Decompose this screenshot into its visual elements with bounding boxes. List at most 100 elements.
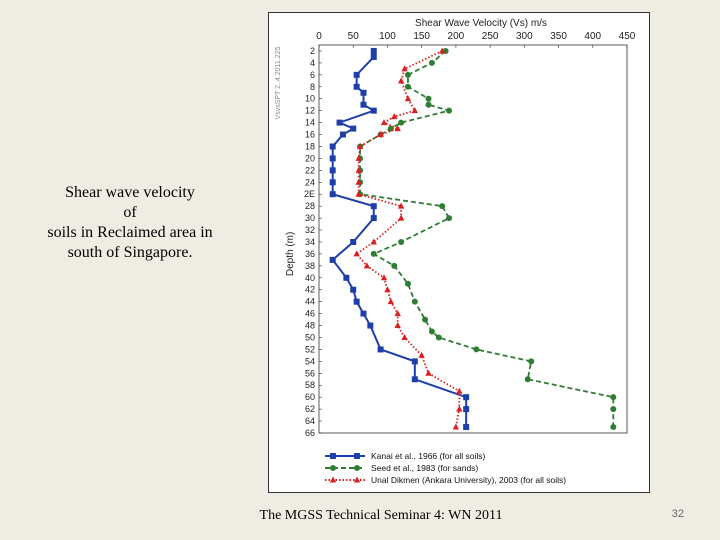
footer-text: The MGSS Technical Seminar 4: WN 2011 bbox=[259, 508, 503, 523]
chart-watermark: VsvsSPT 2..4.2011.225 bbox=[275, 46, 282, 119]
data-point-circle bbox=[428, 328, 435, 335]
data-point-circle bbox=[435, 334, 442, 341]
data-point-triangle bbox=[397, 77, 405, 84]
data-point-square bbox=[353, 298, 360, 305]
data-point-triangle bbox=[439, 47, 446, 54]
data-point-square bbox=[350, 286, 357, 293]
data-point-triangle bbox=[418, 351, 425, 358]
x-tick-label: 300 bbox=[516, 31, 533, 42]
data-point-circle bbox=[425, 95, 432, 102]
data-point-triangle bbox=[456, 387, 463, 394]
data-point-triangle bbox=[394, 310, 401, 317]
data-point-triangle bbox=[355, 166, 362, 173]
data-point-square bbox=[463, 394, 470, 401]
data-point-circle bbox=[391, 262, 398, 269]
data-point-square bbox=[339, 131, 346, 138]
chart-legend bbox=[325, 453, 365, 483]
data-point-square bbox=[370, 203, 377, 210]
data-point-square bbox=[411, 376, 418, 383]
y-tick-label: 2 bbox=[310, 46, 315, 56]
y-tick-label: 24 bbox=[305, 177, 315, 187]
data-point-triangle bbox=[377, 131, 384, 138]
data-point-triangle bbox=[394, 125, 401, 132]
data-point-circle bbox=[428, 59, 435, 66]
data-point-circle bbox=[354, 465, 360, 471]
y-tick-label: 30 bbox=[305, 213, 315, 223]
caption-line-4: south of Singapore. bbox=[67, 244, 193, 261]
data-point-square bbox=[463, 406, 470, 413]
y-tick-label: 4 bbox=[310, 58, 315, 68]
data-point-circle bbox=[422, 316, 429, 323]
data-point-square bbox=[329, 155, 336, 162]
x-tick-label: 50 bbox=[348, 31, 360, 42]
data-point-circle bbox=[404, 280, 411, 287]
y-tick-label: 52 bbox=[305, 344, 315, 354]
data-point-square bbox=[353, 83, 360, 90]
data-point-triangle bbox=[411, 107, 419, 114]
y-tick-label: 14 bbox=[305, 118, 315, 128]
y-tick-label: 48 bbox=[305, 321, 315, 331]
data-point-square bbox=[350, 125, 357, 132]
legend-entry: Kanai et al., 1966 (for all soils) bbox=[371, 451, 486, 461]
y-tick-label: 6 bbox=[310, 70, 315, 80]
data-point-square bbox=[360, 310, 367, 317]
y-tick-label: 40 bbox=[305, 273, 315, 283]
data-point-circle bbox=[404, 71, 411, 78]
x-tick-label: 100 bbox=[379, 31, 396, 42]
data-point-square bbox=[367, 322, 374, 329]
data-point-triangle bbox=[356, 142, 364, 149]
data-point-circle bbox=[610, 394, 617, 401]
data-point-square bbox=[370, 215, 377, 222]
slide-caption: Shear wave velocity of soils in Reclaime… bbox=[30, 183, 230, 263]
data-point-triangle bbox=[425, 369, 432, 376]
data-point-square bbox=[370, 47, 377, 54]
data-point-square bbox=[353, 71, 360, 78]
legend-entry: Unal Dikmen (Ankara University), 2003 (f… bbox=[371, 475, 566, 485]
y-tick-label: 50 bbox=[305, 332, 315, 342]
series-2 bbox=[357, 47, 617, 431]
data-point-square bbox=[360, 89, 367, 96]
data-point-triangle bbox=[380, 119, 388, 126]
data-point-triangle bbox=[355, 154, 362, 161]
data-point-circle bbox=[411, 298, 418, 305]
data-point-square bbox=[343, 274, 350, 281]
x-tick-label: 400 bbox=[584, 31, 601, 42]
data-point-square bbox=[360, 101, 367, 108]
x-tick-label: 200 bbox=[448, 31, 465, 42]
y-tick-label: 58 bbox=[305, 380, 315, 390]
y-tick-label: 8 bbox=[310, 82, 315, 92]
y-tick-label: 64 bbox=[305, 416, 315, 426]
data-point-triangle bbox=[384, 286, 391, 293]
series-1 bbox=[329, 47, 470, 431]
x-tick-label: 150 bbox=[413, 31, 430, 42]
data-point-square bbox=[370, 107, 377, 114]
data-point-triangle bbox=[401, 333, 408, 340]
y-tick-label: 54 bbox=[305, 356, 315, 366]
y-tick-label: 38 bbox=[305, 261, 315, 271]
data-point-circle bbox=[370, 250, 377, 257]
data-point-circle bbox=[610, 424, 617, 431]
y-tick-label: 66 bbox=[305, 428, 315, 438]
caption-line-3: soils in Reclaimed area in bbox=[47, 224, 213, 241]
caption-line-2: of bbox=[123, 204, 137, 221]
data-point-triangle bbox=[397, 214, 405, 221]
y-tick-label: 36 bbox=[305, 249, 315, 259]
data-point-triangle bbox=[370, 238, 377, 245]
data-point-square bbox=[329, 167, 336, 174]
y-tick-label: 46 bbox=[305, 309, 315, 319]
data-point-circle bbox=[446, 107, 453, 114]
data-point-square bbox=[329, 256, 336, 263]
data-point-triangle bbox=[355, 190, 362, 197]
y-tick-label: 20 bbox=[305, 153, 315, 163]
data-point-circle bbox=[330, 465, 336, 471]
data-point-triangle bbox=[391, 113, 398, 120]
data-point-triangle bbox=[387, 298, 395, 305]
y-tick-label: 16 bbox=[305, 130, 315, 140]
y-tick-label: 44 bbox=[305, 297, 315, 307]
y-tick-label: 22 bbox=[305, 165, 315, 175]
data-point-square bbox=[329, 191, 336, 198]
data-point-circle bbox=[610, 406, 617, 413]
data-point-square bbox=[329, 143, 336, 150]
data-point-square bbox=[330, 453, 336, 459]
data-point-square bbox=[354, 453, 360, 459]
